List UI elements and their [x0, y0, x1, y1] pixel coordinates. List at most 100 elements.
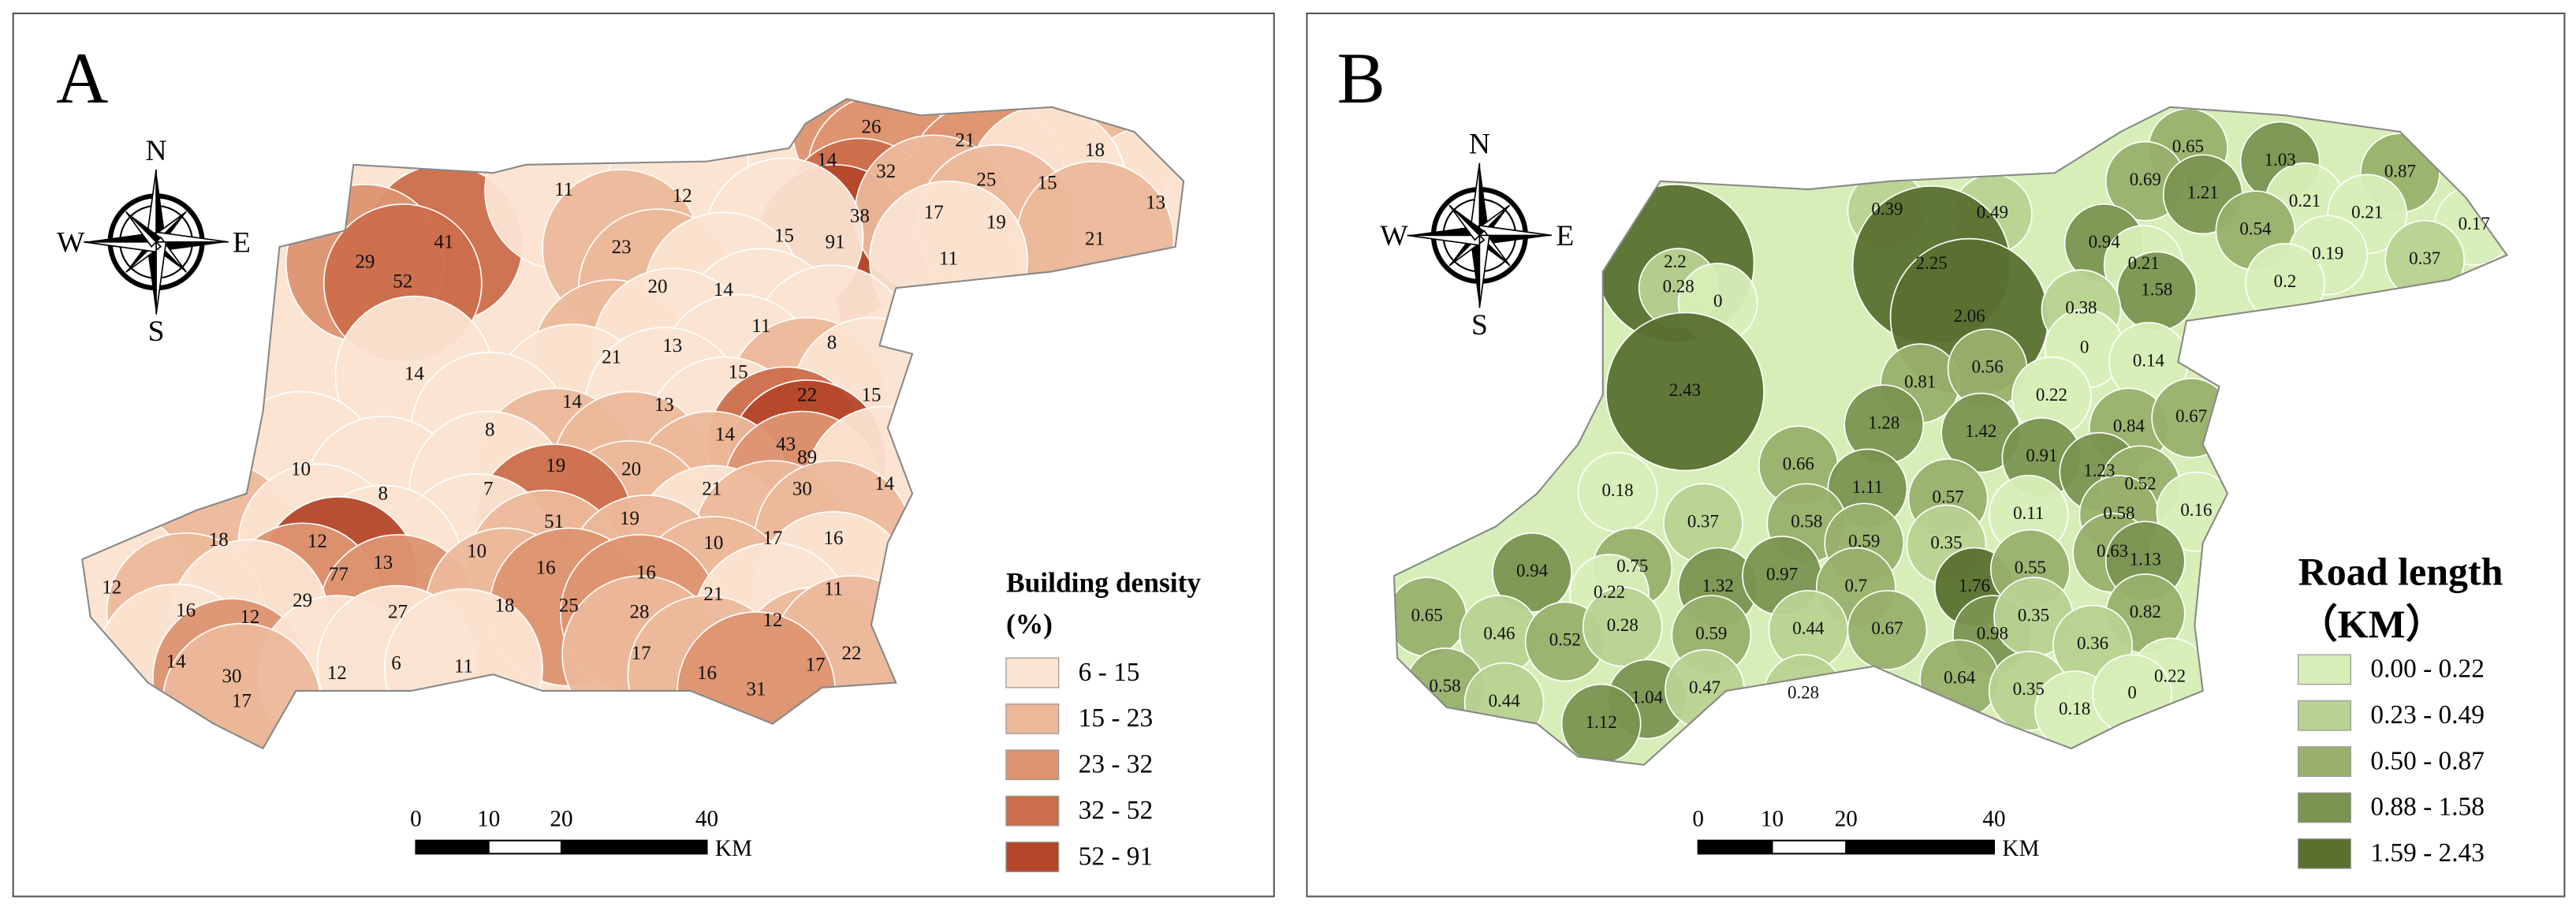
compass-e: E	[1556, 220, 1574, 252]
region-label: 11	[454, 656, 473, 678]
region-label: 10	[467, 541, 486, 562]
region-label: 0.19	[2312, 244, 2343, 263]
legend-title: Road length	[2298, 550, 2503, 594]
region	[1605, 312, 1765, 472]
region-label: 0.36	[2077, 633, 2108, 653]
region-label: 6	[391, 652, 401, 674]
region-label: 29	[293, 590, 312, 611]
region-label: 91	[826, 232, 845, 253]
region-label: 10	[291, 458, 311, 480]
region-label: 21	[702, 478, 721, 499]
region-label: 19	[986, 212, 1006, 233]
region-label: 14	[714, 279, 734, 300]
region-label: 0.21	[2289, 191, 2321, 211]
region-label: 43	[776, 434, 796, 455]
panel-label: B	[1337, 38, 1385, 118]
scale-segment	[415, 839, 490, 855]
map-outline	[1392, 106, 2509, 766]
region-label: 1.58	[2141, 280, 2172, 300]
region-label: 21	[602, 347, 621, 368]
region-label: 32	[876, 161, 896, 182]
region-label: 18	[209, 529, 229, 551]
legend-label: 0.50 - 0.87	[2370, 746, 2484, 775]
region-label: 14	[817, 149, 837, 170]
compass-point	[156, 170, 166, 242]
region-label: 0.91	[2026, 446, 2057, 465]
region-label: 11	[939, 248, 958, 269]
region-label: 0.22	[2036, 385, 2067, 405]
scale-tick-label: 20	[550, 806, 572, 831]
region-label: 0.21	[2351, 203, 2383, 222]
compass-point	[1407, 225, 1480, 236]
region-label: 27	[388, 602, 408, 623]
scale-tick-label: 10	[1761, 806, 1784, 831]
region-label: 13	[1146, 192, 1165, 214]
compass-point	[1478, 234, 1490, 308]
region-label: 0.44	[1792, 618, 1825, 638]
region-label: 17	[806, 654, 826, 675]
region-label: 14	[166, 651, 187, 672]
region-label: 0.39	[1871, 199, 1903, 218]
region-label: 8	[485, 419, 495, 440]
scale-segment	[1771, 839, 1847, 855]
region-label: 16	[824, 528, 844, 549]
region-label: 7	[483, 478, 494, 499]
region-label: 1.03	[2265, 150, 2296, 170]
region-label: 0.52	[2124, 474, 2156, 494]
region-label: 22	[797, 385, 817, 406]
region-label: 1.32	[1702, 576, 1734, 595]
region-label: 0.94	[2089, 232, 2121, 252]
region-label: 2.43	[1669, 380, 1701, 400]
region-label: 0.22	[1594, 582, 1625, 602]
region-label: 19	[546, 455, 565, 476]
region-label: 0.82	[2130, 602, 2161, 622]
region-label: 1.12	[1586, 712, 1617, 732]
region-label: 28	[630, 602, 650, 623]
compass-point	[155, 241, 167, 315]
region-label: 0.2	[2274, 271, 2297, 291]
region-label: 14	[562, 391, 583, 412]
region-label: 29	[355, 252, 375, 273]
region-label: 0.84	[2113, 416, 2145, 436]
compass-point	[1448, 204, 1481, 241]
region-label: 8	[827, 332, 837, 353]
region-label: 89	[797, 447, 817, 468]
region-label: 12	[673, 185, 692, 207]
scale-tick-label: 10	[477, 806, 500, 831]
region-label: 8	[378, 483, 389, 505]
region-label: 2.2	[1664, 252, 1687, 271]
legend-swatch	[1005, 657, 1060, 689]
compass: N S W E	[57, 135, 251, 348]
scale-segment	[1697, 839, 1773, 855]
region-label: 14	[874, 473, 895, 495]
legend-swatch	[2298, 654, 2351, 685]
region-label: 0.75	[1616, 556, 1648, 576]
region-label: 0.67	[1871, 618, 1903, 638]
region-label: 0.65	[1411, 605, 1443, 625]
region-label: 1.23	[2083, 461, 2115, 480]
legend-label: 23 - 32	[1079, 750, 1153, 779]
region-label: 16	[697, 663, 717, 684]
legend-label: 0.88 - 1.58	[2370, 793, 2484, 822]
region-label: 26	[861, 117, 881, 138]
region-label: 0.28	[1788, 682, 1819, 702]
region-label: 16	[536, 557, 556, 578]
scale-tick-label: 40	[1982, 806, 2005, 831]
region-label: 0.7	[1844, 576, 1867, 595]
region-label: 0.35	[1930, 533, 1962, 553]
compass-point	[1469, 235, 1480, 308]
legend-unit: （KM）	[2298, 602, 2445, 646]
legend-label: 0.00 - 0.22	[2370, 655, 2484, 684]
map-outline	[81, 98, 1185, 750]
scale-segment	[487, 839, 563, 855]
compass-s: S	[1471, 309, 1488, 342]
scale-tick-label: 20	[1835, 806, 1858, 831]
region-label: 20	[647, 276, 667, 297]
legend-label: 15 - 23	[1079, 704, 1153, 733]
legend-swatch	[2298, 792, 2351, 823]
region-label: 0.66	[1783, 454, 1814, 474]
legend-label: 52 - 91	[1079, 842, 1153, 871]
region-label: 18	[495, 595, 515, 616]
region-label: 20	[621, 458, 641, 480]
